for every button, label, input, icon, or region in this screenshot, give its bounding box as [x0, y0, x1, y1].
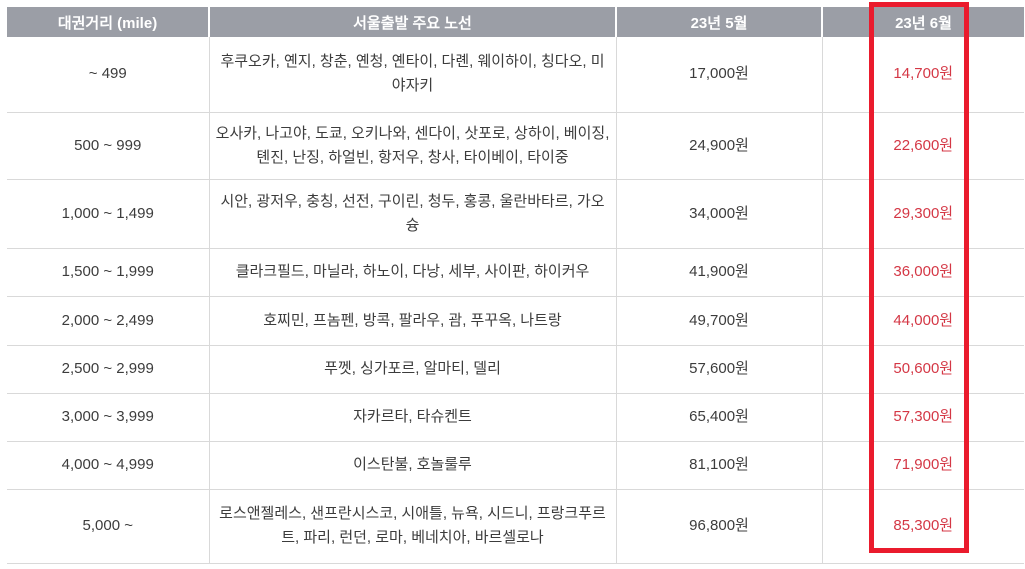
distance-cell: 4,000 ~ 4,999	[7, 441, 210, 490]
table-row: ~ 499 후쿠오카, 옌지, 창춘, 옌청, 옌타이, 다롄, 웨이하이, 칭…	[7, 37, 1024, 113]
may-price-cell: 34,000원	[616, 179, 823, 249]
table-row: 3,000 ~ 3,999 자카르타, 타슈켄트 65,400원 57,300원	[7, 393, 1024, 442]
june-price-cell: 22,600원	[822, 112, 1024, 180]
distance-cell: 2,000 ~ 2,499	[7, 296, 210, 346]
may-price-cell: 57,600원	[616, 345, 823, 394]
table-header: 대권거리 (mile) 서울출발 주요 노선 23년 5월 23년 6월	[7, 7, 1024, 37]
table-body: ~ 499 후쿠오카, 옌지, 창춘, 옌청, 옌타이, 다롄, 웨이하이, 칭…	[7, 37, 1024, 564]
distance-cell: 2,500 ~ 2,999	[7, 345, 210, 394]
may-price-cell: 17,000원	[616, 37, 823, 113]
june-price-cell: 50,600원	[822, 345, 1024, 394]
june-price-cell: 71,900원	[822, 441, 1024, 490]
routes-cell: 자카르타, 타슈켄트	[209, 393, 617, 442]
june-price-cell: 29,300원	[822, 179, 1024, 249]
routes-text: 호찌민, 프놈펜, 방콕, 팔라우, 괌, 푸꾸옥, 나트랑	[263, 311, 562, 329]
table-row: 1,000 ~ 1,499 시안, 광저우, 충칭, 선전, 구이린, 청두, …	[7, 179, 1024, 249]
distance-cell: 5,000 ~	[7, 489, 210, 564]
distance-cell: 3,000 ~ 3,999	[7, 393, 210, 442]
table-row: 2,000 ~ 2,499 호찌민, 프놈펜, 방콕, 팔라우, 괌, 푸꾸옥,…	[7, 296, 1024, 346]
may-price-cell: 24,900원	[616, 112, 823, 180]
column-header-routes: 서울출발 주요 노선	[209, 7, 617, 37]
routes-cell: 클라크필드, 마닐라, 하노이, 다낭, 세부, 사이판, 하이커우	[209, 248, 617, 297]
table-row: 4,000 ~ 4,999 이스탄불, 호놀룰루 81,100원 71,900원	[7, 441, 1024, 490]
distance-cell: 1,000 ~ 1,499	[7, 179, 210, 249]
routes-cell: 오사카, 나고야, 도쿄, 오키나와, 센다이, 삿포로, 상하이, 베이징, …	[209, 112, 617, 180]
routes-cell: 호찌민, 프놈펜, 방콕, 팔라우, 괌, 푸꾸옥, 나트랑	[209, 296, 617, 346]
routes-text: 자카르타, 타슈켄트	[353, 408, 472, 425]
fuel-surcharge-table: 대권거리 (mile) 서울출발 주요 노선 23년 5월 23년 6월 ~ 4…	[7, 7, 1024, 564]
column-header-may: 23년 5월	[616, 7, 823, 37]
may-price-cell: 41,900원	[616, 248, 823, 297]
may-price-cell: 81,100원	[616, 441, 823, 490]
june-price-cell: 14,700원	[822, 37, 1024, 113]
june-price-cell: 85,300원	[822, 489, 1024, 564]
routes-cell: 후쿠오카, 옌지, 창춘, 옌청, 옌타이, 다롄, 웨이하이, 칭다오, 미야…	[209, 37, 617, 113]
header-row: 대권거리 (mile) 서울출발 주요 노선 23년 5월 23년 6월	[7, 7, 1024, 37]
may-price-cell: 65,400원	[616, 393, 823, 442]
table-row: 5,000 ~ 로스앤젤레스, 샌프란시스코, 시애틀, 뉴욕, 시드니, 프랑…	[7, 489, 1024, 564]
routes-cell: 로스앤젤레스, 샌프란시스코, 시애틀, 뉴욕, 시드니, 프랑크푸르트, 파리…	[209, 489, 617, 564]
routes-text: 후쿠오카, 옌지, 창춘, 옌청, 옌타이, 다롄, 웨이하이, 칭다오, 미야…	[220, 53, 605, 95]
june-price-cell: 57,300원	[822, 393, 1024, 442]
table-row: 2,500 ~ 2,999 푸껫, 싱가포르, 알마티, 델리 57,600원 …	[7, 345, 1024, 394]
routes-text: 시안, 광저우, 충칭, 선전, 구이린, 청두, 홍콩, 울란바타르, 가오슝	[220, 192, 605, 234]
june-price-cell: 44,000원	[822, 296, 1024, 346]
routes-text: 이스탄불, 호놀룰루	[353, 456, 472, 473]
routes-text: 클라크필드, 마닐라, 하노이, 다낭, 세부, 사이판, 하이커우	[235, 263, 590, 280]
june-price-cell: 36,000원	[822, 248, 1024, 297]
table-row: 500 ~ 999 오사카, 나고야, 도쿄, 오키나와, 센다이, 삿포로, …	[7, 112, 1024, 180]
distance-cell: 500 ~ 999	[7, 112, 210, 180]
routes-cell: 푸껫, 싱가포르, 알마티, 델리	[209, 345, 617, 394]
distance-cell: 1,500 ~ 1,999	[7, 248, 210, 297]
column-header-june: 23년 6월	[822, 7, 1024, 37]
routes-text: 로스앤젤레스, 샌프란시스코, 시애틀, 뉴욕, 시드니, 프랑크푸르트, 파리…	[219, 505, 606, 546]
may-price-cell: 96,800원	[616, 489, 823, 564]
routes-text: 오사카, 나고야, 도쿄, 오키나와, 센다이, 삿포로, 상하이, 베이징, …	[215, 124, 610, 166]
routes-cell: 이스탄불, 호놀룰루	[209, 441, 617, 490]
routes-cell: 시안, 광저우, 충칭, 선전, 구이린, 청두, 홍콩, 울란바타르, 가오슝	[209, 179, 617, 249]
table-row: 1,500 ~ 1,999 클라크필드, 마닐라, 하노이, 다낭, 세부, 사…	[7, 248, 1024, 297]
may-price-cell: 49,700원	[616, 296, 823, 346]
distance-cell: ~ 499	[7, 37, 210, 113]
routes-text: 푸껫, 싱가포르, 알마티, 델리	[324, 360, 501, 377]
column-header-distance: 대권거리 (mile)	[7, 7, 210, 37]
